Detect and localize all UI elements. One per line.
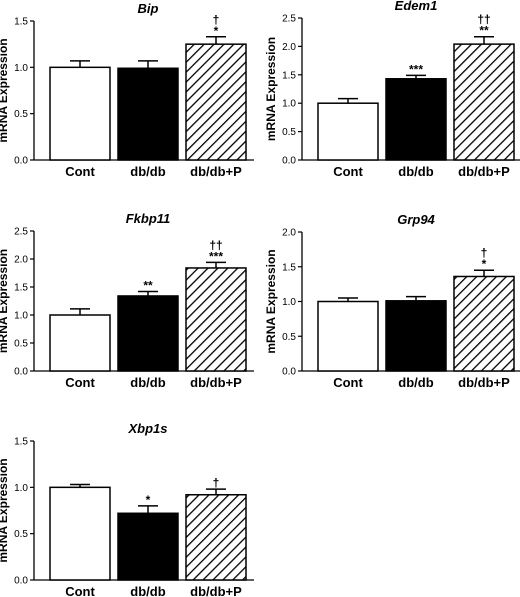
bar-cont bbox=[317, 102, 379, 161]
x-tick-label: db/db bbox=[130, 164, 165, 179]
bar-db-db bbox=[385, 78, 447, 161]
y-tick-label: 1.5 bbox=[14, 17, 28, 28]
chart-panel-xbp1s: Xbp1s mRNA Expression 0.0 0.5 1.0 1.5 Cont * db/… bbox=[0, 421, 254, 597]
y-axis-label: mRNA Expression bbox=[0, 458, 10, 562]
significance-label: † bbox=[481, 246, 488, 260]
bar-db-db-p bbox=[185, 43, 247, 161]
x-tick-label: Cont bbox=[65, 375, 95, 390]
y-tick-label: 0.0 bbox=[282, 156, 296, 167]
x-tick-label: db/db bbox=[130, 375, 165, 390]
significance-label: *** bbox=[409, 62, 423, 76]
bar-db-db-p bbox=[185, 267, 247, 372]
y-tick-label: 0.0 bbox=[282, 367, 296, 378]
y-tick-label: 0.5 bbox=[14, 109, 28, 120]
bar-cont bbox=[49, 66, 111, 161]
y-tick-label: 0.5 bbox=[282, 127, 296, 138]
significance-label: * bbox=[482, 257, 487, 271]
x-tick-label: db/db bbox=[398, 375, 433, 390]
y-tick-label: 2.0 bbox=[282, 42, 296, 53]
significance-label: ** bbox=[143, 278, 153, 292]
significance-label: † bbox=[213, 476, 220, 490]
y-tick-label: 1.0 bbox=[282, 99, 296, 110]
x-tick-label: Cont bbox=[65, 164, 95, 179]
bar-db-db bbox=[117, 67, 179, 161]
y-tick-label: 2.0 bbox=[282, 228, 296, 239]
bar-db-db bbox=[117, 295, 179, 372]
significance-label: †† bbox=[477, 13, 490, 27]
y-tick-label: 1.5 bbox=[14, 437, 28, 448]
bar-db-db bbox=[385, 300, 447, 372]
y-tick-label: 2.5 bbox=[14, 227, 28, 238]
y-tick-label: 1.5 bbox=[14, 283, 28, 294]
x-tick-label: db/db+P bbox=[190, 584, 242, 597]
chart-title: Edem1 bbox=[395, 0, 438, 13]
chart-title: Xbp1s bbox=[127, 421, 167, 436]
y-axis-label: mRNA Expression bbox=[264, 249, 278, 353]
significance-label: ** bbox=[479, 24, 489, 38]
y-tick-label: 1.0 bbox=[282, 297, 296, 308]
y-axis-label: mRNA Expression bbox=[0, 249, 10, 353]
bar-cont bbox=[317, 300, 379, 372]
y-tick-label: 1.5 bbox=[282, 262, 296, 273]
significance-label: † bbox=[213, 13, 220, 27]
y-axis-label: mRNA Expression bbox=[264, 37, 278, 141]
chart-title: Grp94 bbox=[397, 212, 435, 227]
bar-cont bbox=[49, 486, 111, 581]
chart-panel-edem1: Edem1 mRNA Expression 0.0 0.5 1.0 1.5 2.0 2.5 Co… bbox=[264, 0, 520, 179]
chart-panel-bip: Bip mRNA Expression 0.0 0.5 1.0 1.5 Cont db/db *… bbox=[0, 1, 254, 179]
y-axis-label: mRNA Expression bbox=[0, 38, 10, 142]
y-tick-label: 1.0 bbox=[14, 483, 28, 494]
significance-label: * bbox=[146, 493, 151, 507]
chart-title: Bip bbox=[138, 1, 159, 16]
y-tick-label: 1.0 bbox=[14, 63, 28, 74]
y-tick-label: 0.0 bbox=[14, 576, 28, 587]
x-tick-label: db/db bbox=[130, 584, 165, 597]
y-tick-label: 0.5 bbox=[14, 339, 28, 350]
y-tick-label: 0.0 bbox=[14, 367, 28, 378]
y-tick-label: 1.5 bbox=[282, 70, 296, 81]
x-tick-label: db/db bbox=[398, 164, 433, 179]
chart-panel-grp94: Grp94 mRNA Expression 0.0 0.5 1.0 1.5 2.0 Cont d… bbox=[264, 212, 520, 390]
chart-panel-fkbp11: Fkbp11 mRNA Expression 0.0 0.5 1.0 1.5 2.0 2.5 C… bbox=[0, 211, 254, 390]
y-tick-label: 0.0 bbox=[14, 156, 28, 167]
bar-cont bbox=[49, 314, 111, 372]
x-tick-label: Cont bbox=[333, 375, 363, 390]
significance-label: * bbox=[214, 24, 219, 38]
x-tick-label: db/db+P bbox=[190, 164, 242, 179]
x-tick-label: db/db+P bbox=[458, 375, 510, 390]
y-tick-label: 0.5 bbox=[282, 332, 296, 343]
significance-label: *** bbox=[209, 249, 223, 263]
significance-label: †† bbox=[209, 238, 222, 252]
y-tick-label: 1.0 bbox=[14, 311, 28, 322]
bar-db-db-p bbox=[453, 275, 515, 372]
y-tick-label: 2.0 bbox=[14, 255, 28, 266]
x-tick-label: Cont bbox=[65, 584, 95, 597]
bar-db-db bbox=[117, 512, 179, 581]
x-tick-label: db/db+P bbox=[458, 164, 510, 179]
x-tick-label: Cont bbox=[333, 164, 363, 179]
y-tick-label: 2.5 bbox=[282, 14, 296, 25]
x-tick-label: db/db+P bbox=[190, 375, 242, 390]
bar-db-db-p bbox=[185, 493, 247, 581]
bar-db-db-p bbox=[453, 43, 515, 161]
chart-title: Fkbp11 bbox=[126, 211, 171, 226]
y-tick-label: 0.5 bbox=[14, 529, 28, 540]
